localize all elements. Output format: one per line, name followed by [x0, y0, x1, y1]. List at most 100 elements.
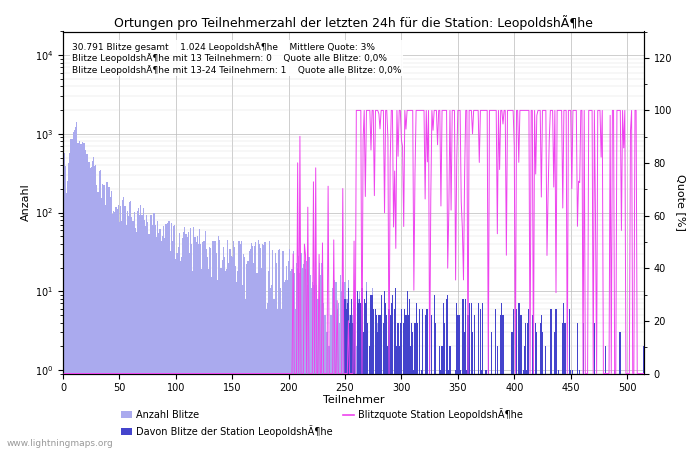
Bar	[413, 370, 414, 450]
Bar	[365, 303, 366, 450]
Y-axis label: Quote [%]: Quote [%]	[676, 174, 686, 231]
Bar	[99, 171, 101, 450]
Bar	[435, 323, 436, 450]
Bar	[250, 249, 251, 450]
Bar	[197, 236, 198, 450]
Bar	[269, 241, 270, 450]
Bar	[152, 225, 153, 450]
Bar	[140, 205, 141, 450]
Bar	[97, 193, 99, 450]
Bar	[286, 266, 287, 450]
Bar	[357, 295, 358, 450]
Bar	[570, 370, 571, 450]
Bar	[474, 315, 475, 450]
Bar	[211, 277, 213, 450]
Bar	[444, 323, 445, 450]
Bar	[372, 309, 374, 450]
Bar	[289, 249, 290, 450]
Bar	[270, 288, 271, 450]
Bar	[103, 185, 104, 450]
Y-axis label: Anzahl: Anzahl	[20, 184, 31, 221]
Bar	[516, 309, 517, 450]
Bar	[433, 295, 435, 450]
Bar	[355, 303, 356, 450]
Bar	[459, 370, 461, 450]
Bar	[256, 273, 258, 450]
Bar	[195, 242, 197, 450]
Bar	[261, 268, 262, 450]
Bar	[85, 150, 86, 450]
Bar	[524, 346, 525, 450]
Bar	[398, 346, 400, 450]
Bar	[318, 263, 320, 450]
Bar	[259, 244, 260, 450]
Bar	[582, 323, 584, 450]
Bar	[232, 257, 233, 450]
Bar	[137, 211, 138, 450]
Bar	[307, 285, 309, 450]
Bar	[144, 220, 145, 450]
Bar	[494, 309, 496, 450]
Bar	[320, 275, 321, 450]
Bar	[594, 323, 595, 450]
Legend: Anzahl Blitze, Davon Blitze der Station LeopoldshÃ¶he, Blitzquote Station Leopol: Anzahl Blitze, Davon Blitze der Station …	[117, 404, 527, 441]
Bar	[75, 126, 76, 450]
Bar	[254, 246, 256, 450]
Bar	[175, 259, 176, 450]
Bar	[224, 257, 225, 450]
Bar	[525, 323, 526, 450]
Bar	[241, 285, 243, 450]
Bar	[199, 230, 200, 450]
Bar	[258, 240, 259, 450]
Bar	[101, 198, 102, 450]
Bar	[366, 282, 367, 450]
Bar	[564, 323, 566, 450]
Bar	[298, 256, 300, 450]
Bar	[463, 299, 464, 450]
Bar	[88, 162, 90, 450]
Bar	[316, 285, 317, 450]
Bar	[392, 295, 393, 450]
Text: 30.791 Blitze gesamt    1.024 LeopoldshÃ¶he    Mittlere Quote: 3%
Blitze Leopold: 30.791 Blitze gesamt 1.024 LeopoldshÃ¶he…	[71, 42, 401, 75]
Bar	[68, 163, 69, 450]
Bar	[79, 141, 81, 450]
Bar	[282, 252, 284, 450]
Bar	[106, 182, 108, 450]
Bar	[542, 333, 543, 450]
Bar	[526, 370, 527, 450]
Bar	[425, 315, 426, 450]
Bar	[166, 224, 167, 450]
Bar	[73, 132, 74, 450]
Bar	[383, 323, 384, 450]
Bar	[315, 257, 316, 450]
Bar	[105, 205, 106, 450]
Bar	[201, 269, 202, 450]
X-axis label: Teilnehmer: Teilnehmer	[323, 395, 384, 405]
Bar	[219, 240, 220, 450]
Bar	[481, 370, 482, 450]
Bar	[165, 224, 166, 450]
Bar	[449, 346, 451, 450]
Bar	[405, 315, 407, 450]
Bar	[169, 252, 171, 450]
Bar	[265, 309, 267, 450]
Text: www.lightningmaps.org: www.lightningmaps.org	[7, 438, 113, 447]
Bar	[127, 211, 128, 450]
Bar	[71, 139, 73, 450]
Bar	[93, 158, 94, 450]
Bar	[482, 303, 483, 450]
Bar	[365, 303, 366, 450]
Bar	[188, 232, 189, 450]
Bar	[302, 264, 304, 450]
Bar	[116, 207, 117, 450]
Title: Ortungen pro Teilnehmerzahl der letzten 24h für die Station: LeopoldshÃ¶he: Ortungen pro Teilnehmerzahl der letzten …	[114, 15, 593, 30]
Bar	[536, 333, 538, 450]
Bar	[74, 130, 75, 450]
Bar	[110, 197, 111, 450]
Bar	[181, 257, 182, 450]
Bar	[117, 209, 118, 450]
Bar	[218, 236, 219, 450]
Bar	[155, 225, 156, 450]
Bar	[158, 233, 160, 450]
Bar	[262, 244, 263, 450]
